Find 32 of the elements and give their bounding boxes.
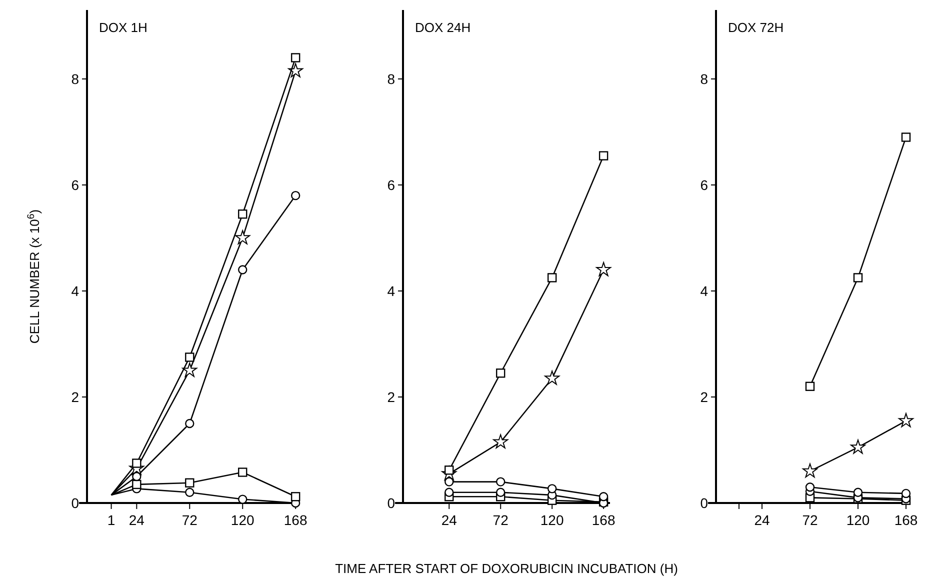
text: DOX 24H — [415, 20, 471, 35]
y-tick-label: 6 — [71, 176, 80, 193]
y-tick-label: 0 — [387, 494, 396, 511]
y-tick-label: 8 — [387, 70, 396, 87]
y-tick-label: 0 — [71, 494, 80, 511]
x-tick-label: 168 — [894, 512, 918, 528]
x-tick-label: 120 — [846, 512, 870, 528]
x-tick-label: 168 — [284, 512, 308, 528]
y-tick-label: 2 — [700, 388, 708, 405]
y-tick-label: 4 — [71, 282, 80, 299]
text: DOX 1H — [99, 20, 148, 35]
y-tick-label: 8 — [700, 70, 708, 87]
x-tick-label: 72 — [182, 512, 198, 528]
y-tick-label: 4 — [700, 282, 708, 299]
x-tick-label: 72 — [492, 512, 509, 528]
y-tick-label: 6 — [387, 176, 396, 193]
x-tick-label: 168 — [592, 512, 616, 528]
y-tick-label: 4 — [387, 282, 396, 299]
x-tick-label: 72 — [802, 512, 818, 528]
x-tick-label: 120 — [540, 512, 564, 528]
x-tick-label: 120 — [230, 512, 255, 528]
text: DOX 72H — [728, 20, 784, 35]
y-tick-label: 8 — [71, 70, 80, 87]
y-tick-label: 6 — [700, 176, 708, 193]
x-tick-label: 24 — [128, 512, 145, 528]
x-tick-label: 24 — [754, 512, 770, 528]
x-axis-title: TIME AFTER START OF DOXORUBICIN INCUBATION (H) — [335, 561, 678, 576]
y-tick-label: 0 — [700, 494, 708, 511]
x-tick-label: 1 — [107, 512, 116, 528]
y-tick-label: 2 — [387, 388, 396, 405]
x-tick-label: 24 — [441, 512, 458, 528]
y-tick-label: 2 — [71, 388, 80, 405]
